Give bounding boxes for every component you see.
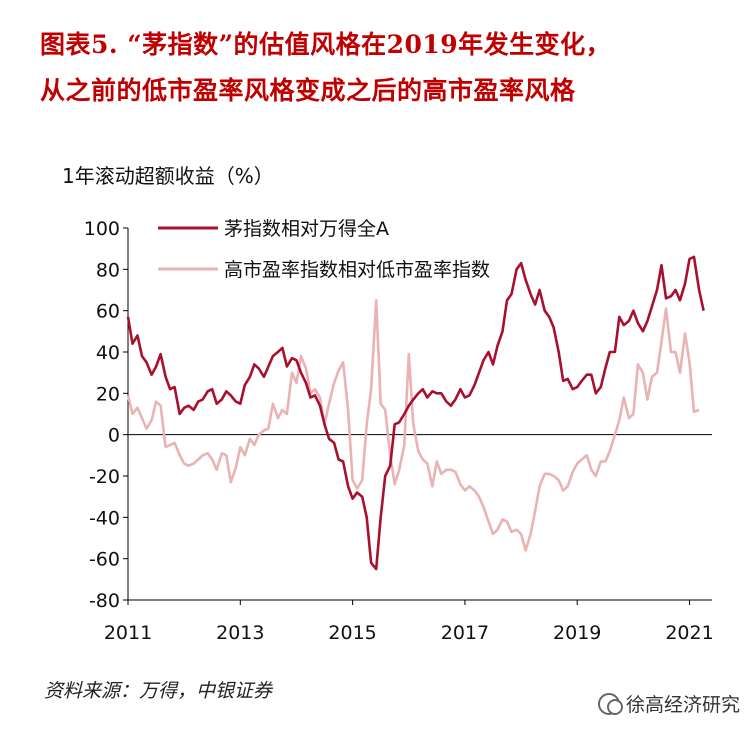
y-tick-label: 80	[96, 259, 120, 281]
y-tick-label: -20	[89, 466, 120, 488]
title-line-1: 图表5. “茅指数”的估值风格在2019年发生变化，	[40, 30, 612, 59]
chart-title: 图表5. “茅指数”的估值风格在2019年发生变化， 从之前的低市盈率风格变成之…	[40, 22, 740, 114]
y-axis-label: 1年滚动超额收益（%）	[62, 164, 274, 188]
data-source: 资料来源：万得，中银证券	[44, 680, 273, 702]
wechat-icon	[598, 692, 623, 715]
y-tick-label: 60	[96, 301, 120, 323]
x-tick-label: 2021	[665, 622, 713, 644]
y-tick-label: 0	[108, 425, 120, 447]
y-tick-label: -60	[89, 549, 120, 571]
watermark-text: 徐高经济研究	[626, 694, 741, 716]
legend-label-2: 高市盈率指数相对低市盈率指数	[224, 259, 490, 281]
series-line-2	[126, 299, 700, 552]
series-line-1	[126, 255, 705, 571]
y-tick-label: -80	[89, 590, 120, 612]
x-tick-label: 2017	[441, 622, 489, 644]
x-tick-label: 2011	[104, 622, 152, 644]
legend-label-1: 茅指数相对万得全A	[224, 218, 389, 240]
x-tick-label: 2013	[216, 622, 264, 644]
watermark: 徐高经济研究	[598, 690, 740, 717]
y-tick-label: 100	[84, 218, 120, 240]
x-tick-label: 2019	[553, 622, 601, 644]
y-tick-label: -40	[89, 507, 120, 529]
y-tick-label: 20	[96, 383, 120, 405]
title-line-2: 从之前的低市盈率风格变成之后的高市盈率风格	[40, 76, 576, 105]
x-tick-label: 2015	[328, 622, 376, 644]
y-tick-label: 40	[96, 342, 120, 364]
